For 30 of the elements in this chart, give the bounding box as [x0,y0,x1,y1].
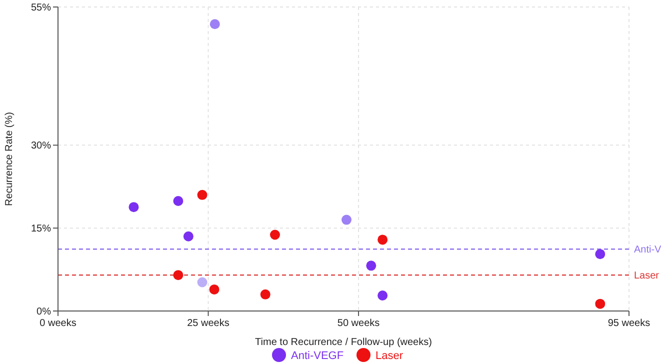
point [595,249,606,260]
point [260,289,270,300]
point [378,234,388,245]
point [197,277,208,288]
legend-label: Anti-VEGF [291,350,344,362]
y-tick-label: 30% [30,140,52,152]
y-tick-label: 15% [30,224,52,235]
ref-line-label: Laser [634,270,660,282]
point [209,284,220,294]
y-axis-title: Recurrence Rate (%) [4,112,15,206]
x-tick-label: 50 weeks [337,318,380,329]
point [197,190,208,200]
x-tick-label: 0 weeks [40,318,76,329]
point [595,298,606,309]
legend-label: Laser [376,350,404,362]
y-tick-label: 55% [30,2,52,14]
x-axis-title: Time to Recurrence / Follow-up (weeks) [255,337,432,348]
y-tick-label: 0% [36,306,52,318]
point [173,270,184,280]
point [342,214,352,225]
point [270,230,280,240]
x-tick-label: 95 weeks [608,318,650,329]
x-tick-label: 25 weeks [187,318,230,329]
point [128,202,139,212]
point [366,260,376,271]
point [183,231,194,242]
point [210,19,220,30]
point [378,290,388,301]
point [173,196,184,206]
ref-line-label: Anti-V [634,244,662,256]
